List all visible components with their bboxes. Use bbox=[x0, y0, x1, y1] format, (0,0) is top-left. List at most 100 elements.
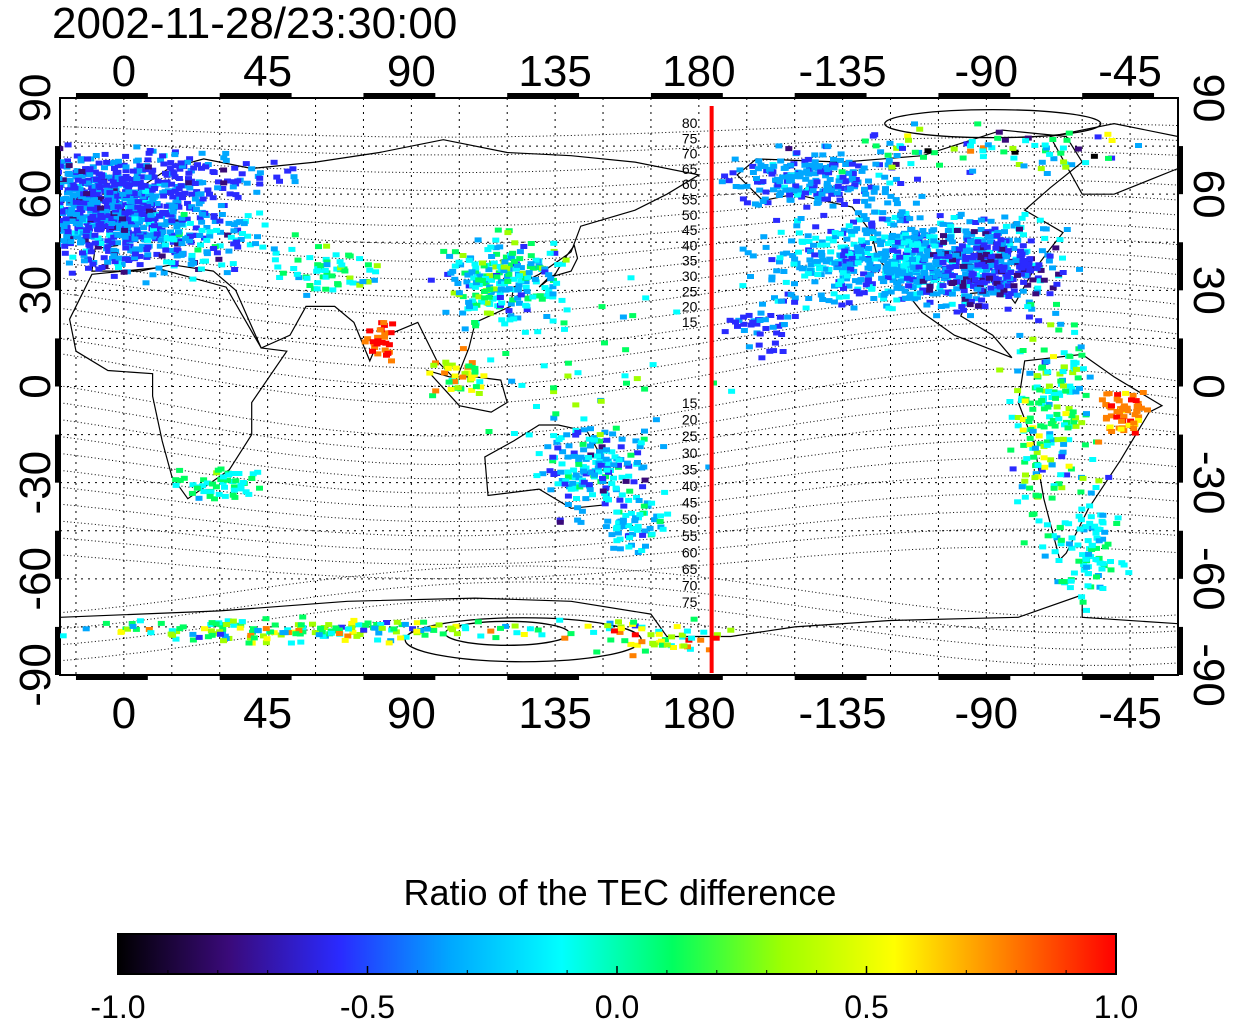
tec-cell bbox=[373, 263, 381, 269]
tec-cell bbox=[534, 329, 542, 335]
tec-cell bbox=[348, 621, 356, 626]
tec-cell bbox=[1098, 518, 1106, 524]
tec-cell bbox=[465, 299, 473, 305]
tec-cell bbox=[1133, 408, 1141, 414]
tec-cell bbox=[942, 250, 950, 256]
tec-cell bbox=[981, 264, 989, 269]
tec-cell bbox=[937, 251, 945, 257]
tec-cell bbox=[332, 625, 340, 631]
tec-cell bbox=[440, 248, 448, 254]
tec-cell bbox=[875, 172, 883, 178]
tec-cell bbox=[1063, 472, 1071, 478]
tec-cell bbox=[611, 454, 619, 460]
tec-cell bbox=[632, 438, 640, 444]
tec-cell bbox=[1024, 304, 1032, 310]
lat-tick-label-left: 60 bbox=[11, 170, 60, 219]
tec-cell bbox=[884, 263, 892, 269]
tec-cell bbox=[550, 240, 558, 246]
tec-cell bbox=[983, 267, 990, 273]
tec-cell bbox=[933, 313, 941, 319]
tec-cell bbox=[487, 357, 495, 363]
tec-cell bbox=[911, 149, 919, 155]
tec-cell bbox=[968, 231, 976, 237]
tec-cell bbox=[1123, 405, 1131, 411]
tec-cell bbox=[1104, 131, 1112, 137]
tec-cell bbox=[902, 235, 910, 241]
tec-cell bbox=[564, 493, 572, 499]
tec-cell bbox=[923, 248, 931, 254]
tec-cell bbox=[177, 160, 185, 166]
tec-cell bbox=[315, 244, 322, 250]
tec-cell bbox=[651, 517, 659, 523]
north-contour-label: 80 bbox=[682, 115, 698, 131]
tec-cell bbox=[945, 236, 953, 242]
tec-cell bbox=[60, 163, 64, 169]
tec-cell bbox=[597, 462, 605, 468]
tec-cell bbox=[829, 162, 837, 168]
tec-cell bbox=[427, 277, 435, 283]
tec-cell bbox=[96, 238, 104, 244]
tec-cell bbox=[511, 623, 519, 629]
tec-cell bbox=[914, 241, 922, 247]
tec-cell bbox=[1014, 415, 1022, 420]
tec-cell bbox=[743, 183, 751, 189]
tec-cell bbox=[1022, 272, 1030, 278]
tec-cell bbox=[26, 224, 33, 229]
tec-cell bbox=[1045, 401, 1053, 407]
north-contour-label: 65 bbox=[682, 161, 698, 177]
tec-cell bbox=[705, 464, 713, 470]
tec-cell bbox=[337, 265, 345, 271]
tec-cell bbox=[838, 302, 846, 308]
tec-cell bbox=[1122, 390, 1130, 396]
tec-cell bbox=[1025, 260, 1033, 266]
tec-cell bbox=[1063, 227, 1071, 232]
tec-cell bbox=[813, 191, 821, 197]
tec-cell bbox=[474, 237, 482, 243]
tec-cell bbox=[1075, 513, 1083, 519]
tec-cell bbox=[638, 548, 646, 553]
tec-cell bbox=[525, 432, 533, 438]
tec-cell bbox=[1003, 274, 1011, 280]
tec-cell bbox=[575, 461, 583, 467]
tec-cell bbox=[148, 187, 156, 193]
tec-cell bbox=[8, 235, 15, 240]
tec-cell bbox=[159, 153, 167, 159]
tec-cell bbox=[859, 243, 866, 249]
tec-cell bbox=[1068, 545, 1076, 551]
tec-cell bbox=[93, 199, 101, 205]
tec-cell bbox=[1013, 221, 1021, 226]
tec-cell bbox=[578, 482, 586, 488]
tec-cell bbox=[883, 216, 891, 222]
tec-cell bbox=[806, 257, 814, 263]
tec-cell bbox=[749, 163, 757, 169]
tec-cell bbox=[1079, 366, 1087, 372]
tec-cell bbox=[477, 384, 485, 390]
tec-cell bbox=[806, 183, 814, 189]
tec-cell bbox=[306, 255, 314, 261]
south-contour-label: 15 bbox=[682, 395, 698, 411]
tec-cell bbox=[199, 196, 207, 202]
tec-cell bbox=[281, 630, 289, 636]
tec-cell bbox=[144, 174, 152, 180]
tec-cell bbox=[884, 162, 892, 168]
tec-cell bbox=[757, 310, 765, 316]
tec-cell bbox=[1032, 471, 1040, 477]
tec-cell bbox=[925, 265, 933, 271]
tec-cell bbox=[60, 238, 68, 244]
tec-cell bbox=[570, 450, 578, 456]
tec-cell bbox=[1048, 462, 1056, 468]
tec-cell bbox=[211, 496, 218, 502]
tec-cell bbox=[496, 295, 504, 300]
tec-cell bbox=[807, 262, 815, 268]
tec-cell bbox=[1002, 223, 1010, 229]
tec-cell bbox=[175, 204, 183, 210]
tec-cell bbox=[496, 263, 504, 269]
tec-cell bbox=[1019, 417, 1027, 423]
tec-cell bbox=[769, 324, 777, 330]
tec-cell bbox=[942, 266, 950, 272]
tec-cell bbox=[930, 150, 938, 156]
tec-cell bbox=[374, 351, 382, 357]
tec-cell bbox=[892, 273, 900, 279]
tec-cell bbox=[185, 176, 192, 182]
tec-cell bbox=[364, 279, 372, 285]
